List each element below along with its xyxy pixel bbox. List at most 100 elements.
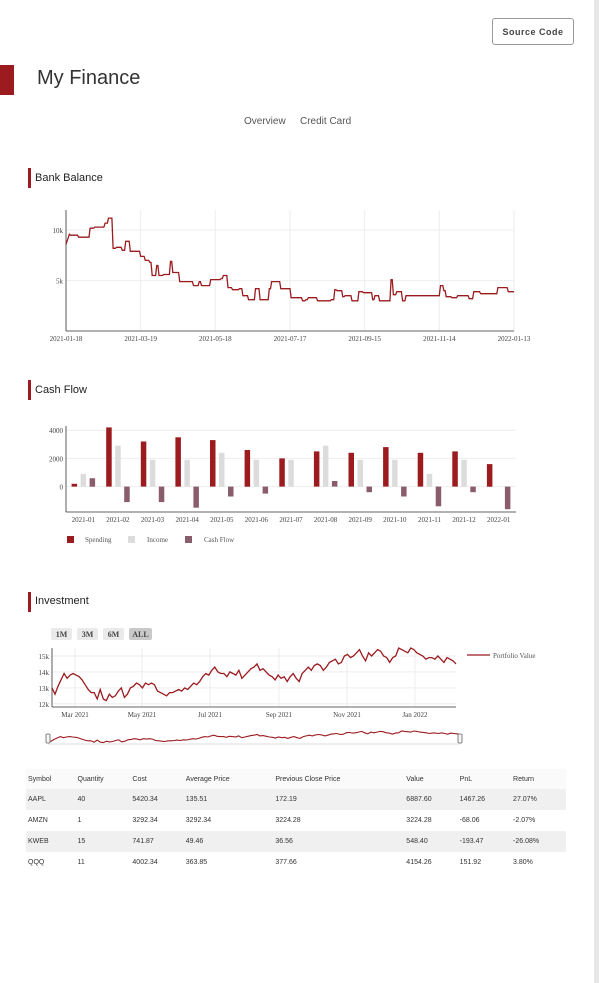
x-tick-label: 2021-02 bbox=[106, 516, 130, 524]
bar-income bbox=[149, 459, 156, 487]
tab-credit-card[interactable]: Credit Card bbox=[300, 116, 352, 127]
y-tick-label: 15k bbox=[39, 653, 50, 661]
x-tick-label: 2022-01 bbox=[487, 516, 511, 524]
bar-income bbox=[115, 445, 121, 487]
tab-overview[interactable]: Overview bbox=[244, 116, 286, 127]
bar-cash-flow bbox=[470, 486, 476, 493]
cell: 3.80% bbox=[513, 859, 533, 866]
legend-swatch-spending bbox=[67, 536, 74, 543]
cell: 3292.34 bbox=[132, 817, 158, 824]
range-1m-button[interactable]: 1M bbox=[51, 628, 72, 640]
legend-cash-flow[interactable]: Cash Flow bbox=[204, 536, 235, 544]
bar-cash-flow bbox=[401, 486, 407, 497]
bar-cash-flow bbox=[366, 486, 372, 493]
x-tick-label: 2021-05 bbox=[210, 516, 234, 524]
x-tick-label: 2022-01-13 bbox=[498, 335, 531, 343]
x-tick-label: 2021-11-14 bbox=[423, 335, 456, 343]
bar-income bbox=[80, 473, 87, 487]
col-average-price: Average Price bbox=[185, 775, 230, 783]
page-scrollbar[interactable] bbox=[594, 0, 599, 983]
cell: KWEB bbox=[26, 831, 76, 852]
x-tick-label: 2021-03 bbox=[141, 516, 165, 524]
bar-spending bbox=[210, 440, 216, 487]
cell: 4154.26 bbox=[406, 859, 432, 866]
cell: -2.07% bbox=[513, 817, 536, 824]
bank-balance-heading: Bank Balance bbox=[35, 172, 103, 184]
bar-spending bbox=[486, 464, 493, 487]
x-tick-label: 2021-10 bbox=[383, 516, 407, 524]
cell: 172.19 bbox=[273, 789, 405, 810]
range-3m-button[interactable]: 3M bbox=[77, 628, 98, 640]
x-tick-label: 2021-03-19 bbox=[124, 335, 157, 343]
x-tick-label: 2021-09-15 bbox=[348, 335, 381, 343]
navigator-handle-right[interactable] bbox=[457, 733, 463, 744]
source-code-button[interactable]: Source Code bbox=[492, 18, 574, 45]
cell: 11 bbox=[77, 859, 85, 866]
page-title: My Finance bbox=[37, 67, 141, 89]
cell: -193.47 bbox=[457, 831, 512, 852]
bar-cash-flow bbox=[193, 486, 199, 508]
navigator-line bbox=[47, 730, 461, 744]
bar-income bbox=[219, 452, 225, 487]
col-previous-close: Previous Close Price bbox=[275, 775, 341, 783]
balance-line bbox=[65, 217, 514, 302]
cell: 135.51 bbox=[183, 789, 274, 810]
table-header-row: Symbol Quantity Cost Average Price Previ… bbox=[26, 769, 566, 789]
cell: QQQ bbox=[28, 859, 45, 866]
bar-cash-flow bbox=[124, 486, 130, 503]
col-value: Value bbox=[406, 775, 424, 783]
cell: AMZN bbox=[28, 817, 48, 824]
bar-income bbox=[392, 459, 398, 487]
col-symbol: Symbol bbox=[28, 775, 52, 783]
y-tick-label: 0 bbox=[60, 484, 64, 492]
cell: 741.87 bbox=[130, 831, 184, 852]
legend-spending[interactable]: Spending bbox=[85, 536, 112, 544]
bar-spending bbox=[348, 452, 354, 487]
bar-income bbox=[184, 459, 190, 487]
bar-spending bbox=[279, 458, 285, 487]
cell: 36.56 bbox=[273, 831, 405, 852]
table-row: KWEB 15 741.87 49.46 36.56 548.40 -193.4… bbox=[26, 831, 566, 852]
cell: 3292.34 bbox=[185, 817, 212, 824]
x-tick-label: 2021-07-17 bbox=[274, 335, 307, 343]
range-6m-button[interactable]: 6M bbox=[103, 628, 124, 640]
section-accent-bar bbox=[28, 380, 31, 400]
title-accent-bar bbox=[0, 65, 14, 95]
legend-income[interactable]: Income bbox=[147, 536, 168, 544]
bar-spending bbox=[175, 437, 181, 487]
cash-flow-chart: 0 2000 4000 2021-01 2021-02 2021-03 2021-04 202… bbox=[49, 426, 516, 524]
x-tick-label: Mar 2021 bbox=[61, 711, 89, 719]
navigator-handle-left[interactable] bbox=[45, 733, 51, 744]
bar-spending bbox=[383, 447, 389, 487]
bar-spending bbox=[452, 451, 458, 487]
bar-cash-flow bbox=[89, 478, 96, 487]
cell: 3224.28 bbox=[275, 817, 301, 824]
x-tick-label: 2021-12 bbox=[452, 516, 476, 524]
bank-balance-chart: 2021-01-18 2021-03-19 2021-05-18 2021-07-17… bbox=[50, 210, 531, 343]
cell: 15 bbox=[75, 831, 131, 852]
cash-flow-heading: Cash Flow bbox=[35, 384, 87, 396]
section-accent-bar bbox=[28, 168, 31, 188]
holdings-table: Symbol Quantity Cost Average Price Previ… bbox=[26, 769, 566, 873]
cell: 3224.28 bbox=[406, 817, 432, 824]
x-tick-label: Nov 2021 bbox=[333, 711, 361, 719]
col-cost: Cost bbox=[132, 775, 147, 783]
table-row: AMZN 1 3292.34 3292.34 3224.28 3224.28 -… bbox=[26, 810, 566, 831]
y-tick-label: 10k bbox=[53, 227, 64, 235]
y-tick-label: 13k bbox=[39, 685, 50, 693]
x-tick-label: 2021-07 bbox=[279, 516, 303, 524]
bar-income bbox=[288, 459, 294, 487]
section-accent-bar bbox=[28, 592, 31, 612]
bar-cash-flow bbox=[262, 486, 269, 494]
cell: 151.92 bbox=[459, 859, 482, 866]
bar-cash-flow bbox=[228, 486, 234, 497]
bar-spending bbox=[417, 452, 424, 487]
cell: -26.08% bbox=[511, 831, 566, 852]
cell: 6887.60 bbox=[404, 789, 458, 810]
y-tick-label: 5k bbox=[56, 278, 64, 286]
bar-income bbox=[357, 459, 363, 487]
range-all-button[interactable]: ALL bbox=[129, 628, 152, 640]
x-tick-label: Sep 2021 bbox=[266, 711, 293, 719]
bar-spending bbox=[140, 441, 147, 487]
bar-cash-flow bbox=[331, 481, 338, 487]
